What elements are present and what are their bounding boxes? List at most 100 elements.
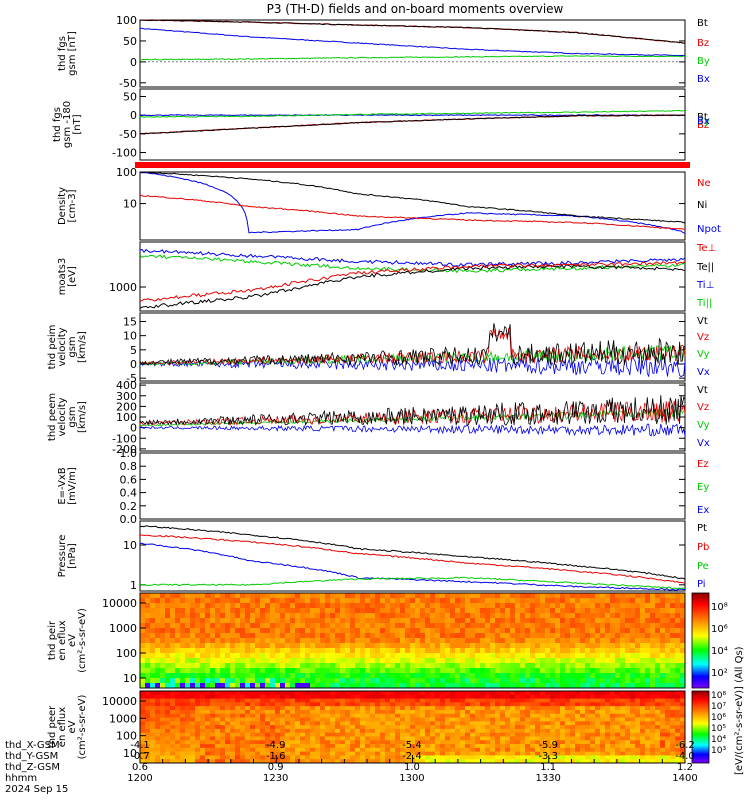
spectrogram-cell: [425, 628, 431, 634]
spectrogram-cell: [195, 740, 201, 745]
spectrogram-cell: [585, 673, 591, 679]
spectrogram-cell: [430, 702, 436, 707]
spectrogram-cell: [380, 653, 386, 659]
spectrogram-cell: [180, 709, 186, 715]
spectrogram-cell: [205, 598, 211, 604]
spectrogram-cell: [620, 759, 626, 764]
series-line: [139, 114, 686, 135]
spectrogram-cell: [505, 668, 511, 674]
spectrogram-cell: [430, 694, 436, 699]
spectrogram-cell: [420, 717, 426, 722]
spectrogram-cell: [500, 678, 506, 684]
spectrogram-cell: [270, 638, 276, 644]
spectrogram-cell: [345, 725, 351, 730]
legend-entry: Te⊥: [696, 243, 716, 254]
spectrogram-cell: [380, 732, 386, 737]
spectrogram-cell: [560, 658, 566, 664]
spectrogram-cell: [270, 678, 276, 684]
spectrogram-cell: [215, 603, 221, 609]
spectrogram-cell: [355, 725, 361, 730]
spectrogram-cell: [260, 740, 266, 745]
spectrogram-cell: [450, 638, 456, 644]
spectrogram-cell: [520, 633, 526, 639]
spectrogram-cell: [510, 713, 516, 718]
spectrogram-cell: [475, 706, 481, 711]
spectrogram-cell: [295, 608, 301, 614]
spectrogram-cell: [180, 721, 186, 726]
spectrogram-cell: [490, 593, 496, 599]
spectrogram-cell: [340, 623, 346, 629]
spectrogram-cell: [450, 628, 456, 634]
spectrogram-cell: [330, 694, 336, 699]
spectrogram-cell: [625, 648, 631, 654]
spectrogram-cell: [145, 744, 151, 749]
spectrogram-cell: [385, 732, 391, 737]
spectrogram-cell: [260, 618, 266, 624]
spectrogram-cell: [650, 663, 656, 669]
spectrogram-cell: [170, 613, 176, 619]
spectrogram-cell: [190, 598, 196, 604]
spectrogram-cell: [225, 633, 231, 639]
spectrogram-cell: [600, 673, 606, 679]
spectrogram-cell: [170, 618, 176, 624]
spectrogram-cell: [190, 759, 196, 764]
spectrogram-cell: [655, 663, 661, 669]
spectrogram-cell: [400, 663, 406, 669]
spectrogram-cell: [600, 751, 606, 756]
spectrogram-cell: [655, 747, 661, 753]
spectrogram-cell: [335, 706, 341, 711]
spectrogram-cell: [360, 694, 366, 699]
spectrogram-cell: [370, 593, 376, 599]
spectrogram-cell: [365, 678, 371, 684]
spectrogram-cell: [250, 613, 256, 619]
spectrogram-cell: [610, 702, 616, 707]
spectrogram-cell: [330, 713, 336, 718]
spectrogram-cell: [520, 717, 526, 722]
spectrogram-cell: [185, 747, 191, 753]
panel-ylabel: moats3: [57, 258, 68, 295]
spectrogram-cell: [415, 736, 421, 741]
spectrogram-cell: [270, 740, 276, 745]
spectrogram-cell: [460, 663, 466, 669]
spectrogram-cell: [580, 643, 586, 649]
spectrogram-cell: [525, 603, 531, 609]
spectrogram-cell: [440, 725, 446, 730]
spectrogram-cell: [345, 658, 351, 664]
spectrogram-cell: [465, 638, 471, 644]
spectrogram-cell: [160, 755, 166, 760]
spectrogram-cell: [350, 709, 356, 715]
spectrogram-cell: [435, 683, 441, 689]
spectrogram-cell: [420, 673, 426, 679]
spectrogram-cell: [465, 694, 471, 699]
spectrogram-cell: [415, 598, 421, 604]
spectrogram-cell: [285, 653, 291, 659]
spectrogram-cell: [200, 678, 206, 684]
spectrogram-cell: [450, 744, 456, 749]
spectrogram-cell: [585, 728, 591, 734]
spectrogram-cell: [215, 740, 221, 745]
spectrogram-cell: [150, 603, 156, 609]
spectrogram-cell: [410, 732, 416, 737]
spectrogram-cell: [390, 744, 396, 749]
spectrogram-cell: [510, 593, 516, 599]
spectrogram-cell: [250, 618, 256, 624]
spectrogram-cell: [255, 683, 261, 689]
spectrogram-cell: [515, 759, 521, 764]
spectrogram-cell: [370, 643, 376, 649]
spectrogram-cell: [240, 683, 246, 689]
spectrogram-cell: [390, 633, 396, 639]
spectrogram-cell: [430, 598, 436, 604]
spectrogram-cell: [400, 740, 406, 745]
series-line: [139, 525, 686, 580]
spectrogram-cell: [150, 691, 156, 696]
spectrogram-cell: [240, 653, 246, 659]
spectrogram-cell: [610, 648, 616, 654]
spectrogram-cell: [300, 709, 306, 715]
spectrogram-cell: [560, 623, 566, 629]
spectrogram-cell: [360, 698, 366, 703]
spectrogram-cell: [655, 608, 661, 614]
spectrogram-cell: [395, 673, 401, 679]
spectrogram-cell: [140, 603, 146, 609]
spectrogram-cell: [680, 706, 686, 711]
